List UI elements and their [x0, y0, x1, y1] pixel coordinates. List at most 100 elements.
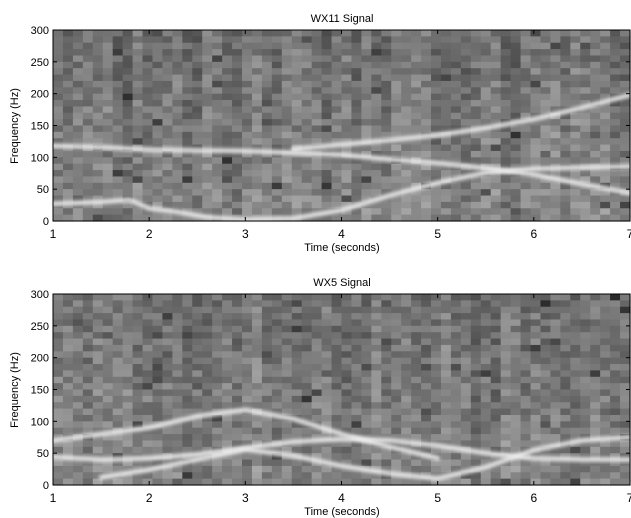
spectrogram-cell	[132, 214, 144, 222]
spectrogram-cell	[291, 376, 303, 384]
spectrogram-cell	[182, 30, 193, 37]
spectrogram-cell	[261, 49, 273, 57]
spectrogram-cell	[232, 195, 243, 203]
spectrogram-cell	[610, 389, 621, 397]
spectrogram-cell	[311, 389, 323, 397]
spectrogram-cell	[510, 478, 522, 486]
spectrogram-cell	[351, 313, 362, 321]
spectrogram-cell	[460, 93, 472, 101]
spectrogram-cell	[212, 313, 223, 321]
spectrogram-cell	[570, 189, 581, 197]
spectrogram-cell	[142, 170, 154, 178]
spectrogram-cell	[112, 414, 124, 422]
ridge-line	[98, 434, 631, 481]
spectrogram-cell	[82, 364, 94, 371]
spectrogram-cell	[351, 364, 362, 371]
spectrogram-cell	[460, 68, 472, 76]
spectrogram-cell	[470, 112, 482, 120]
spectrogram-cell	[222, 106, 233, 114]
spectrogram-cell	[142, 472, 154, 480]
spectrogram-cell	[251, 112, 263, 120]
spectrogram-cell	[450, 306, 462, 314]
spectrogram-cell	[560, 370, 571, 378]
spectrogram-cell	[232, 106, 243, 114]
spectrogram-cell	[600, 49, 611, 57]
spectrogram-cell	[92, 208, 104, 216]
spectrogram-cell	[341, 208, 353, 216]
spectrogram-cell	[500, 61, 512, 69]
spectrogram-cell	[232, 338, 243, 346]
spectrogram-cell	[490, 434, 502, 442]
spectrogram-cell	[82, 125, 94, 133]
spectrogram-cell	[580, 214, 591, 222]
spectrogram-cell	[92, 182, 104, 190]
spectrogram-cell	[510, 414, 522, 422]
spectrogram-cell	[162, 157, 173, 165]
spectrogram-cell	[281, 402, 293, 410]
spectrogram-cell	[440, 383, 452, 391]
spectrogram-cell	[381, 125, 392, 133]
spectrogram-cell	[162, 325, 173, 333]
spectrogram-cell	[351, 370, 362, 378]
spectrogram-cell	[381, 325, 392, 333]
spectrogram-cell	[102, 201, 114, 209]
spectrogram-cell	[261, 112, 273, 120]
spectrogram-cell	[311, 131, 323, 139]
spectrogram-cell	[341, 93, 353, 101]
spectrogram-cell	[142, 421, 154, 429]
spectrogram-cell	[162, 49, 173, 57]
spectrogram-cell	[610, 478, 621, 486]
spectrogram-cell	[301, 300, 313, 308]
spectrogram-cell	[122, 68, 134, 76]
spectrogram-cell	[550, 370, 561, 378]
spectrogram-cell	[291, 300, 303, 308]
spectrogram-cell	[72, 465, 84, 473]
spectrogram-cell	[580, 144, 591, 152]
spectrogram-cell	[620, 195, 631, 203]
spectrogram-cell	[62, 294, 74, 301]
spectrogram-cell	[431, 408, 442, 416]
spectrogram-cell	[271, 465, 283, 473]
spectrogram-cell	[450, 131, 462, 139]
spectrogram-cell	[480, 376, 492, 384]
spectrogram-cell	[232, 112, 243, 120]
spectrogram-cell	[460, 313, 472, 321]
spectrogram-cell	[232, 465, 243, 473]
spectrogram-cell	[440, 338, 452, 346]
spectrogram-cell	[530, 402, 542, 410]
spectrogram-cell	[222, 170, 233, 178]
spectrogram-cell	[271, 36, 283, 44]
spectrogram-cell	[222, 182, 233, 190]
spectrogram-cell	[510, 189, 522, 197]
spectrogram-cell	[291, 80, 303, 88]
spectrogram-cell	[82, 170, 94, 178]
spectrogram-cell	[72, 472, 84, 480]
spectrogram-cell	[540, 364, 552, 371]
spectrogram-cell	[341, 170, 353, 178]
spectrogram-cell	[62, 131, 74, 139]
spectrogram-cell	[311, 106, 323, 114]
spectrogram-cell	[510, 351, 522, 359]
spectrogram-cell	[261, 74, 273, 82]
spectrogram-cell	[112, 478, 124, 486]
spectrogram-cell	[570, 208, 581, 216]
spectrogram-cell	[530, 421, 542, 429]
spectrogram-cell	[371, 313, 382, 321]
spectrogram-cell	[560, 68, 571, 76]
spectrogram-cell	[72, 61, 84, 69]
spectrogram-cell	[610, 100, 621, 107]
spectrogram-cell	[530, 325, 542, 333]
spectrogram-cell	[490, 389, 502, 397]
spectrogram-cell	[520, 201, 532, 209]
spectrogram-cell	[62, 414, 74, 422]
spectrogram-cell	[53, 119, 64, 127]
spectrogram-cell	[500, 170, 512, 178]
spectrogram-cell	[92, 383, 104, 391]
spectrogram-cell	[82, 332, 94, 340]
spectrogram-cell	[311, 370, 323, 378]
spectrogram-cell	[570, 30, 581, 37]
spectrogram-cell	[540, 176, 552, 184]
spectrogram-cell	[550, 125, 561, 133]
spectrogram-cell	[72, 189, 84, 197]
spectrogram-cell	[62, 306, 74, 314]
